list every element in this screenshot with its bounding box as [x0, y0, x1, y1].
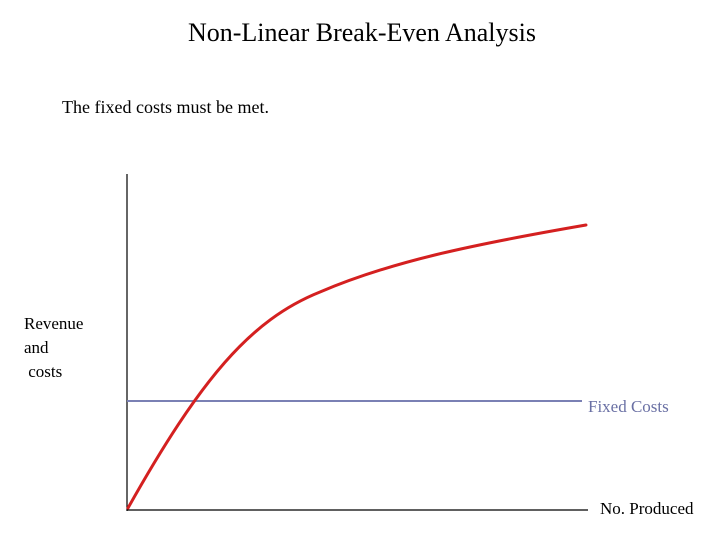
revenue-curve — [126, 223, 588, 510]
slide-subtitle: The fixed costs must be met. — [62, 97, 269, 117]
y-axis-label-line-2: and — [24, 338, 49, 357]
y-axis-label: Revenue and costs — [24, 312, 83, 384]
slide-title: Non-Linear Break-Even Analysis — [187, 18, 536, 47]
x-axis-label: No. Produced — [600, 499, 694, 518]
fixed-costs-label: Fixed Costs — [588, 397, 669, 416]
y-axis-label-line-3: costs — [24, 362, 63, 381]
y-axis-label-line-1: Revenue — [24, 314, 84, 333]
